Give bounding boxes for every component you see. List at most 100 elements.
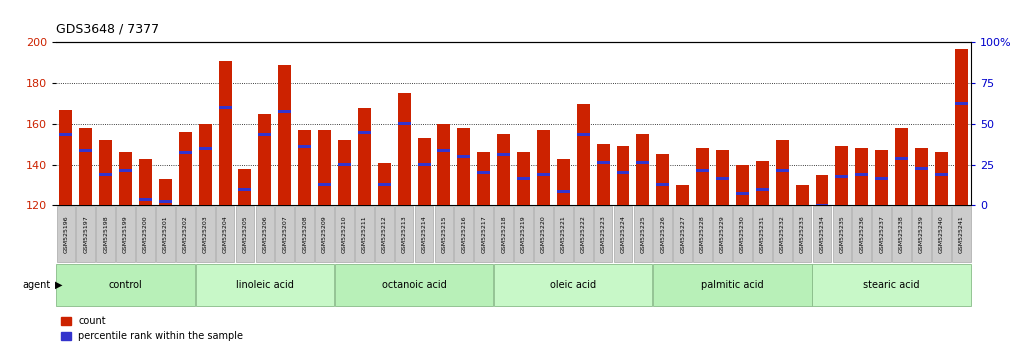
FancyBboxPatch shape [793,206,812,262]
Bar [279,65,291,205]
FancyBboxPatch shape [694,206,712,262]
Text: GSM525228: GSM525228 [700,215,705,253]
Text: GSM525214: GSM525214 [421,215,426,253]
Bar [338,163,351,166]
Bar [198,124,212,205]
Text: GSM525211: GSM525211 [362,215,367,253]
Text: GSM525238: GSM525238 [899,215,904,253]
FancyBboxPatch shape [415,206,433,262]
Text: GSM525210: GSM525210 [342,215,347,253]
FancyBboxPatch shape [534,206,553,262]
Bar [258,132,272,136]
Bar [219,61,232,205]
FancyBboxPatch shape [892,206,911,262]
Text: GSM525222: GSM525222 [581,215,586,253]
Bar [458,128,470,205]
Text: GSM525240: GSM525240 [939,215,944,253]
Text: GSM525198: GSM525198 [103,215,108,253]
Bar [935,152,948,205]
Text: stearic acid: stearic acid [863,280,920,290]
Text: GSM525220: GSM525220 [541,215,546,253]
Text: GSM525218: GSM525218 [501,215,506,253]
Bar [418,138,430,205]
Bar [795,185,809,205]
Text: GSM525236: GSM525236 [859,215,864,253]
Text: octanoic acid: octanoic acid [381,280,446,290]
FancyBboxPatch shape [952,206,970,262]
Text: GSM525200: GSM525200 [143,215,148,253]
Bar [816,175,829,205]
Bar [79,149,93,152]
FancyBboxPatch shape [395,206,414,262]
Bar [955,48,968,205]
Bar [298,130,311,205]
Bar [895,128,908,205]
Bar [816,204,829,207]
Bar [676,185,690,205]
Bar [716,177,729,181]
Bar [358,108,371,205]
Bar [338,140,351,205]
Text: linoleic acid: linoleic acid [236,280,294,290]
Bar [557,189,570,193]
Text: GSM525235: GSM525235 [839,215,844,253]
FancyBboxPatch shape [116,206,135,262]
Text: GSM525239: GSM525239 [919,215,924,253]
FancyBboxPatch shape [554,206,573,262]
Bar [537,130,550,205]
Bar [795,208,809,211]
Bar [835,146,848,205]
Bar [597,161,609,164]
Bar [855,173,869,176]
Bar [835,175,848,178]
Bar [279,110,291,113]
Bar [497,153,511,156]
Bar [915,167,928,170]
FancyBboxPatch shape [355,206,373,262]
Text: GSM525231: GSM525231 [760,215,765,253]
FancyBboxPatch shape [156,206,175,262]
FancyBboxPatch shape [375,206,394,262]
Bar [119,152,132,205]
Bar [179,151,192,154]
Bar [437,124,451,205]
Bar [458,155,470,158]
FancyBboxPatch shape [494,264,653,306]
Bar [776,169,788,172]
Bar [198,147,212,150]
FancyBboxPatch shape [852,206,872,262]
Text: oleic acid: oleic acid [550,280,596,290]
Bar [637,161,650,164]
FancyBboxPatch shape [76,206,96,262]
FancyBboxPatch shape [56,264,195,306]
Text: GSM525209: GSM525209 [322,215,327,253]
FancyBboxPatch shape [176,206,194,262]
Text: GSM525208: GSM525208 [302,215,307,253]
Bar [955,102,968,105]
Bar [855,148,869,205]
Text: GSM525221: GSM525221 [560,215,565,253]
Bar [637,134,650,205]
FancyBboxPatch shape [136,206,155,262]
Bar [517,152,530,205]
Text: palmitic acid: palmitic acid [701,280,764,290]
Text: GSM525201: GSM525201 [163,215,168,253]
FancyBboxPatch shape [813,206,831,262]
FancyBboxPatch shape [613,206,633,262]
Text: GSM525227: GSM525227 [680,215,685,253]
Bar [537,173,550,176]
Text: agent: agent [22,280,51,290]
Text: GSM525196: GSM525196 [63,215,68,253]
Text: ▶: ▶ [55,280,62,290]
Bar [656,183,669,187]
FancyBboxPatch shape [912,206,931,262]
Bar [477,152,490,205]
Bar [697,148,709,205]
Bar [398,93,411,205]
Text: GSM525203: GSM525203 [202,215,207,253]
Bar [736,192,749,195]
Text: GSM525212: GSM525212 [381,215,386,253]
Bar [418,163,430,166]
FancyBboxPatch shape [57,206,75,262]
Bar [497,134,511,205]
